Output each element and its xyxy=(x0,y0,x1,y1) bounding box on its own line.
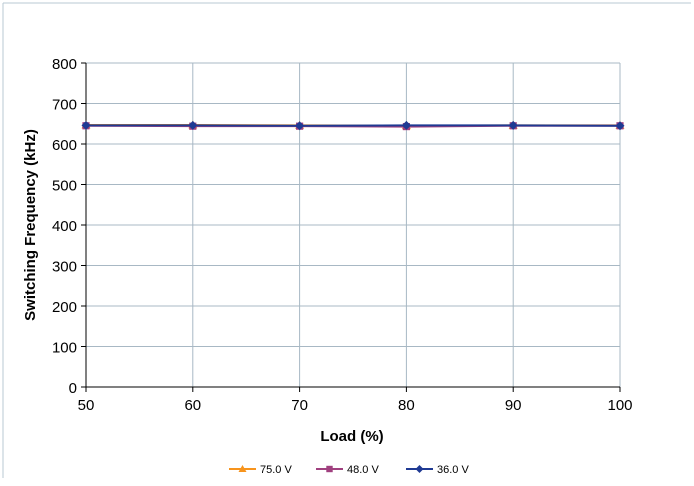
series-36-0-v xyxy=(82,121,625,130)
legend-item: 48.0 V xyxy=(316,464,379,476)
x-tick-label: 50 xyxy=(78,397,95,414)
x-tick-labels: 50 60 70 80 90 100 xyxy=(78,397,633,414)
axes xyxy=(81,63,620,392)
y-tick-label: 0 xyxy=(69,380,77,397)
y-tick-label: 200 xyxy=(52,299,77,316)
x-axis-label: Load (%) xyxy=(320,428,383,445)
y-tick-labels: 0 100 200 300 400 500 600 700 800 xyxy=(52,56,77,397)
legend-label: 36.0 V xyxy=(437,464,469,476)
y-tick-label: 500 xyxy=(52,178,77,195)
y-tick-label: 100 xyxy=(52,340,77,357)
x-tick-label: 60 xyxy=(184,397,201,414)
legend-marker xyxy=(416,465,424,473)
y-tick-label: 800 xyxy=(52,56,77,73)
legend-marker xyxy=(326,466,332,472)
x-tick-label: 100 xyxy=(607,397,632,414)
legend-item: 36.0 V xyxy=(406,464,469,476)
y-tick-label: 600 xyxy=(52,137,77,154)
y-tick-label: 400 xyxy=(52,218,77,235)
legend-item: 75.0 V xyxy=(229,464,292,476)
series-layer xyxy=(82,120,625,130)
y-axis-label: Switching Frequency (kHz) xyxy=(22,129,39,321)
y-tick-label: 700 xyxy=(52,97,77,114)
x-tick-label: 80 xyxy=(398,397,415,414)
legend: 75.0 V 48.0 V 36.0 V xyxy=(229,464,469,476)
x-tick-label: 70 xyxy=(291,397,308,414)
x-tick-label: 90 xyxy=(505,397,522,414)
grid-lines xyxy=(86,63,620,387)
legend-label: 48.0 V xyxy=(347,464,379,476)
y-tick-label: 300 xyxy=(52,259,77,276)
legend-label: 75.0 V xyxy=(260,464,292,476)
